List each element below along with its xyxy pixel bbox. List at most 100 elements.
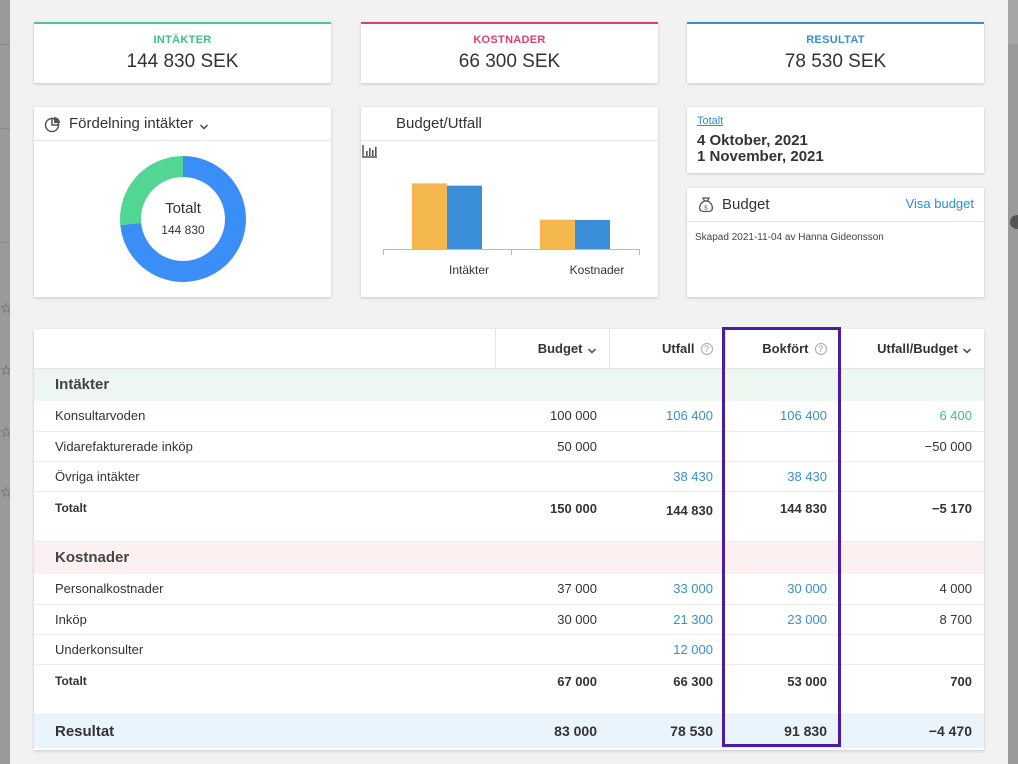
row-name: Personalkostnader — [34, 574, 495, 605]
help-icon[interactable]: ? — [700, 343, 713, 356]
bokfort-link[interactable] — [725, 634, 839, 665]
table-row: Underkonsulter 12 000 — [34, 634, 984, 665]
donut-svg — [120, 156, 246, 282]
bokfort-link[interactable]: 38 430 — [725, 461, 839, 492]
row-name: Totalt — [34, 664, 495, 715]
kpi-costs-value: 66 300 SEK — [458, 51, 561, 72]
table-row: Övriga intäkter 38 430 38 430 — [34, 461, 984, 492]
diff-cell — [839, 461, 984, 492]
x-tick-label: Intäkter — [449, 263, 489, 277]
cost-total-row: Totalt 67 000 66 300 53 000 700 — [34, 664, 984, 715]
bar — [575, 219, 610, 249]
diff-cell: −50 000 — [839, 431, 984, 462]
bar — [447, 185, 482, 249]
bokfort-link[interactable]: 30 000 — [725, 574, 839, 605]
help-icon[interactable]: ? — [814, 343, 827, 356]
budget-cell: 50 000 — [495, 431, 609, 462]
bokfort-link[interactable] — [725, 431, 839, 462]
budget-title: Budget — [722, 196, 770, 213]
column-header-utfall-budget-label: Utfall/Budget — [877, 340, 958, 356]
budget-outcome-card: Budget/Utfall Intäkter Kostnader — [361, 107, 658, 297]
period-type-link[interactable]: Totalt — [697, 115, 724, 127]
bokfort-link[interactable]: 106 400 — [725, 401, 839, 432]
table-row: Konsultarvoden 100 000 106 400 106 400 6… — [34, 401, 984, 432]
income-section-row: Intäkter — [34, 368, 984, 401]
table-cell — [839, 541, 984, 574]
money-bag-icon: $ — [697, 196, 715, 214]
budget-card: $ Budget Visa budget Skapad 2021-11-04 a… — [687, 188, 984, 297]
donut-center: Totalt 144 830 — [120, 156, 246, 282]
utfall-link[interactable] — [609, 431, 725, 462]
table-cell — [495, 368, 609, 401]
row-name: Resultat — [34, 714, 495, 748]
income-distribution-title: Fördelning intäkter — [69, 115, 194, 132]
diff-cell: 4 000 — [839, 574, 984, 605]
kpi-income-card: INTÄKTER 144 830 SEK — [34, 22, 331, 83]
diff-cell: 700 — [839, 664, 984, 715]
utfall-link[interactable]: 38 430 — [609, 461, 725, 492]
table-cell — [609, 541, 725, 574]
background-divider — [0, 242, 10, 243]
chevron-down-icon — [962, 344, 972, 354]
donut-slice[interactable] — [120, 156, 183, 226]
table-row: Personalkostnader 37 000 33 000 30 000 4… — [34, 574, 984, 605]
results-table: Budget Utfall? Bokfört? Utfall/Budget In… — [34, 329, 984, 748]
kpi-result-value: 78 530 SEK — [784, 51, 887, 72]
bokfort-link[interactable]: 23 000 — [725, 604, 839, 635]
kpi-costs-card: KOSTNADER 66 300 SEK — [361, 22, 658, 83]
table-cell — [495, 541, 609, 574]
table-cell — [725, 368, 839, 401]
table-cell — [725, 541, 839, 574]
show-budget-link[interactable]: Visa budget — [905, 196, 974, 211]
utfall-link[interactable]: 12 000 — [609, 634, 725, 665]
diff-cell — [839, 634, 984, 665]
background-header — [1008, 0, 1018, 44]
kpi-income-label: INTÄKTER — [153, 34, 212, 46]
column-header-bokfort: Bokfört? — [724, 329, 839, 369]
income-donut-chart: Totalt 144 830 — [120, 156, 246, 282]
budget-cell: 83 000 — [495, 714, 609, 748]
utfall-link[interactable]: 21 300 — [609, 604, 725, 635]
report-modal: INTÄKTER 144 830 SEK KOSTNADER 66 300 SE… — [10, 0, 1008, 764]
bar-chart-icon — [362, 115, 389, 158]
background-page-right — [1008, 0, 1018, 764]
kpi-income-value: 144 830 SEK — [126, 51, 239, 72]
budget-cell — [495, 461, 609, 492]
utfall-link[interactable]: 33 000 — [609, 574, 725, 605]
chevron-down-icon — [199, 119, 209, 130]
background-divider — [0, 128, 10, 129]
bar — [540, 219, 575, 249]
bar — [412, 183, 447, 249]
income-distribution-dropdown[interactable]: Fördelning intäkter — [34, 107, 331, 141]
background-star-icon: ☆ — [0, 484, 13, 500]
income-distribution-card: Fördelning intäkter Totalt 144 830 — [34, 107, 331, 297]
column-header-name — [34, 329, 495, 369]
diff-cell: 8 700 — [839, 604, 984, 635]
background-star-icon: ☆ — [0, 424, 13, 440]
period-card: Totalt 4 Oktober, 2021 1 November, 2021 — [687, 107, 984, 173]
row-name: Övriga intäkter — [34, 461, 495, 492]
row-name: Underkonsulter — [34, 634, 495, 665]
result-row: Resultat 83 000 78 530 91 830 −4 470 — [34, 714, 984, 748]
table-cell — [609, 368, 725, 401]
budget-cell: 37 000 — [495, 574, 609, 605]
income-total-row: Totalt 150 000 144 830 144 830 −5 170 — [34, 491, 984, 542]
budget-cell: 67 000 — [495, 664, 609, 715]
utfall-link[interactable]: 106 400 — [609, 401, 725, 432]
cost-section-row: Kostnader — [34, 541, 984, 574]
bokfort-cell: 53 000 — [725, 664, 839, 715]
column-header-utfall-budget[interactable]: Utfall/Budget — [838, 329, 984, 369]
budget-cell: 150 000 — [495, 491, 609, 542]
budget-outcome-title: Budget/Utfall — [396, 115, 482, 132]
donut-center-label: Totalt — [165, 200, 201, 217]
donut-slice[interactable] — [120, 156, 246, 282]
background-star-icon: ☆ — [0, 362, 13, 378]
utfall-cell: 78 530 — [609, 714, 725, 748]
column-header-budget[interactable]: Budget — [494, 329, 609, 369]
kpi-result-card: RESULTAT 78 530 SEK — [687, 22, 984, 83]
row-name: Vidarefakturerade inköp — [34, 431, 495, 462]
table-row: Vidarefakturerade inköp 50 000 −50 000 — [34, 431, 984, 462]
utfall-cell: 66 300 — [609, 664, 725, 715]
period-from: 4 Oktober, 2021 — [697, 132, 808, 149]
bokfort-cell: 91 830 — [725, 714, 839, 748]
